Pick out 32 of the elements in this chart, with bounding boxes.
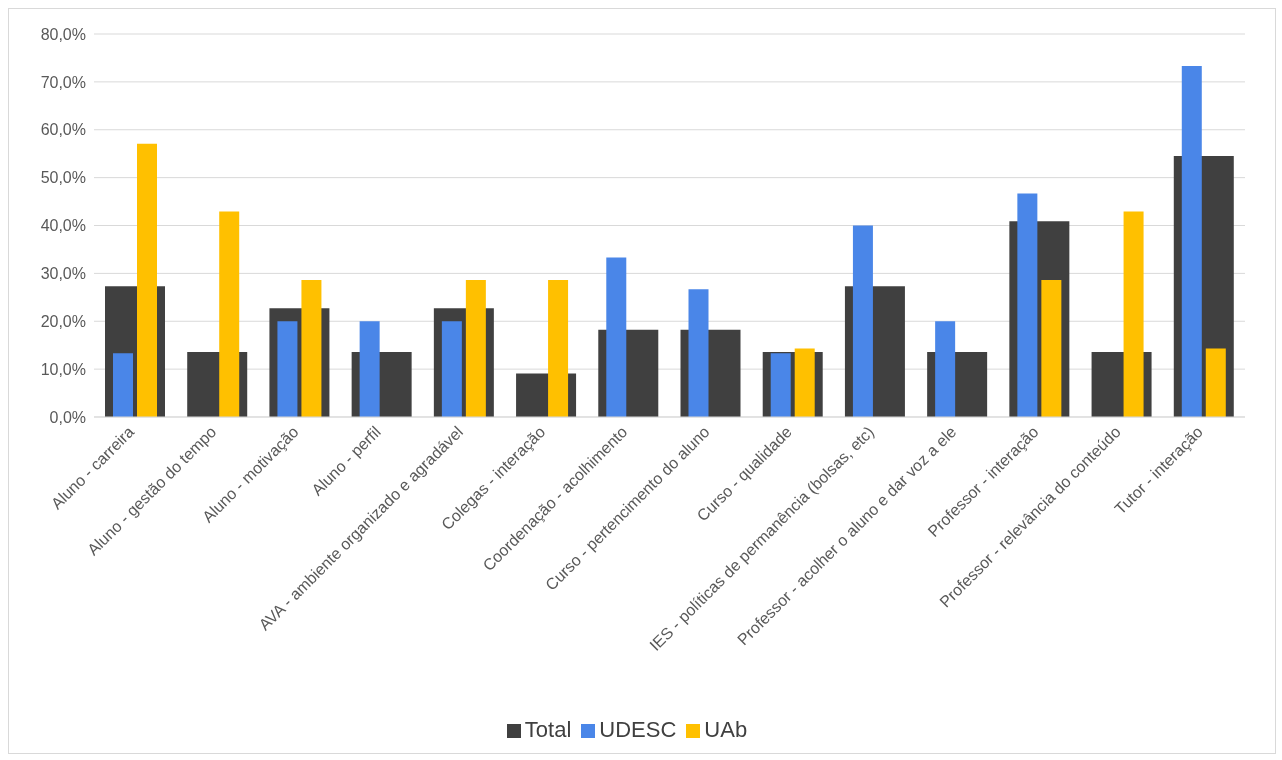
y-tick-label: 70,0% [40, 73, 86, 91]
bar [277, 321, 298, 417]
y-tick-label: 60,0% [40, 121, 86, 139]
bar [1123, 211, 1144, 417]
bar [219, 211, 240, 417]
legend-label: Total [524, 717, 572, 742]
bar [441, 321, 462, 417]
bar [935, 321, 956, 417]
y-tick-label: 50,0% [40, 169, 86, 187]
bar [794, 348, 815, 417]
bar [688, 289, 709, 417]
y-tick-label: 80,0% [40, 25, 86, 43]
y-tick-label: 20,0% [40, 312, 86, 330]
legend-label: UAb [704, 717, 748, 742]
bar [359, 321, 380, 417]
bar [548, 280, 569, 417]
bar [301, 280, 322, 417]
bar [852, 225, 873, 417]
bar [606, 257, 627, 417]
y-tick-label: 30,0% [40, 265, 86, 283]
y-tick-label: 10,0% [40, 360, 86, 378]
bar [1017, 193, 1038, 417]
bar [113, 353, 133, 417]
legend-label: UDESC [599, 717, 677, 742]
y-tick-label: 0,0% [49, 408, 86, 426]
bar [1205, 348, 1226, 417]
bar [1181, 66, 1202, 417]
y-tick-label: 40,0% [40, 217, 86, 235]
bar [770, 353, 791, 417]
bar [137, 143, 157, 417]
bar [465, 280, 486, 417]
bar [1041, 280, 1062, 417]
